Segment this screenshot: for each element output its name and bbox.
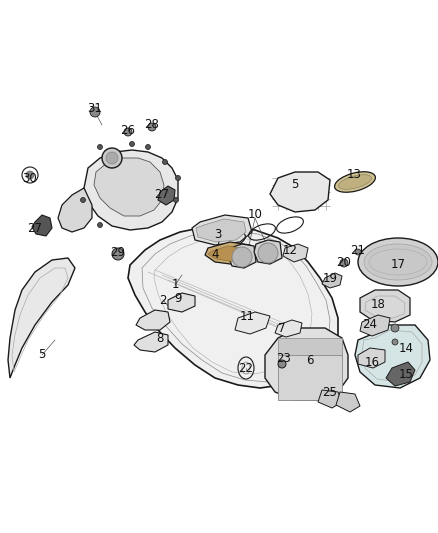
Text: 28: 28 — [145, 118, 159, 132]
Polygon shape — [278, 355, 342, 400]
Text: 18: 18 — [371, 298, 385, 311]
Circle shape — [391, 324, 399, 332]
Text: 7: 7 — [278, 321, 286, 335]
Polygon shape — [355, 325, 430, 388]
Text: 20: 20 — [336, 255, 351, 269]
Text: 4: 4 — [211, 248, 219, 262]
Polygon shape — [235, 312, 270, 334]
Polygon shape — [360, 315, 390, 336]
Circle shape — [124, 128, 132, 136]
Circle shape — [106, 152, 118, 164]
Circle shape — [26, 171, 34, 179]
Text: 1: 1 — [171, 279, 179, 292]
Polygon shape — [94, 158, 164, 216]
Text: 17: 17 — [391, 259, 406, 271]
Polygon shape — [136, 310, 170, 330]
Text: 19: 19 — [322, 271, 338, 285]
Polygon shape — [322, 273, 342, 288]
Text: 5: 5 — [38, 349, 46, 361]
Polygon shape — [358, 348, 385, 368]
Circle shape — [148, 123, 156, 131]
Polygon shape — [58, 188, 92, 232]
Circle shape — [340, 259, 348, 267]
Circle shape — [392, 339, 398, 345]
Text: 24: 24 — [363, 319, 378, 332]
Circle shape — [98, 222, 102, 228]
Polygon shape — [128, 228, 338, 388]
Text: 26: 26 — [120, 124, 135, 136]
Circle shape — [81, 198, 85, 203]
Circle shape — [112, 248, 124, 260]
Text: 9: 9 — [174, 292, 182, 304]
Polygon shape — [336, 392, 360, 412]
Polygon shape — [228, 244, 256, 268]
Polygon shape — [208, 246, 248, 262]
Polygon shape — [158, 186, 175, 205]
Text: 22: 22 — [239, 361, 254, 375]
Polygon shape — [318, 390, 342, 408]
Text: 29: 29 — [110, 246, 126, 259]
Polygon shape — [283, 244, 308, 262]
Text: 14: 14 — [399, 342, 413, 354]
Text: 5: 5 — [291, 179, 299, 191]
Polygon shape — [84, 150, 178, 230]
Polygon shape — [270, 172, 330, 212]
Text: 16: 16 — [364, 356, 379, 368]
Polygon shape — [168, 293, 195, 312]
Circle shape — [162, 159, 167, 165]
Circle shape — [102, 148, 122, 168]
Polygon shape — [254, 240, 282, 264]
Ellipse shape — [335, 172, 375, 192]
Text: 27: 27 — [28, 222, 42, 235]
Text: 31: 31 — [88, 101, 102, 115]
Text: 2: 2 — [159, 294, 167, 306]
Polygon shape — [192, 215, 252, 245]
Ellipse shape — [364, 244, 432, 280]
Ellipse shape — [339, 175, 371, 189]
Polygon shape — [386, 362, 415, 386]
Polygon shape — [134, 332, 168, 352]
Polygon shape — [8, 258, 75, 378]
Polygon shape — [265, 328, 348, 400]
Text: 6: 6 — [306, 353, 314, 367]
Circle shape — [145, 144, 151, 149]
Circle shape — [98, 144, 102, 149]
Text: 11: 11 — [240, 310, 254, 322]
Text: 21: 21 — [350, 244, 365, 256]
Polygon shape — [32, 215, 52, 236]
Circle shape — [258, 243, 278, 263]
Polygon shape — [275, 320, 302, 337]
Text: 13: 13 — [346, 168, 361, 182]
Text: 27: 27 — [155, 189, 170, 201]
Text: 25: 25 — [322, 385, 337, 399]
Circle shape — [173, 198, 179, 203]
Circle shape — [130, 141, 134, 147]
Text: 8: 8 — [156, 332, 164, 344]
Text: 10: 10 — [247, 208, 262, 222]
Text: 30: 30 — [23, 172, 37, 184]
Text: 15: 15 — [399, 368, 413, 382]
Circle shape — [278, 360, 286, 368]
Polygon shape — [360, 290, 410, 322]
Polygon shape — [196, 219, 246, 242]
Circle shape — [90, 107, 100, 117]
Text: 3: 3 — [214, 229, 222, 241]
Circle shape — [176, 175, 180, 181]
Text: 12: 12 — [283, 244, 297, 256]
Circle shape — [232, 247, 252, 267]
Ellipse shape — [358, 238, 438, 286]
Polygon shape — [278, 338, 342, 355]
Circle shape — [355, 249, 361, 255]
Text: 23: 23 — [276, 351, 291, 365]
Polygon shape — [205, 242, 252, 265]
